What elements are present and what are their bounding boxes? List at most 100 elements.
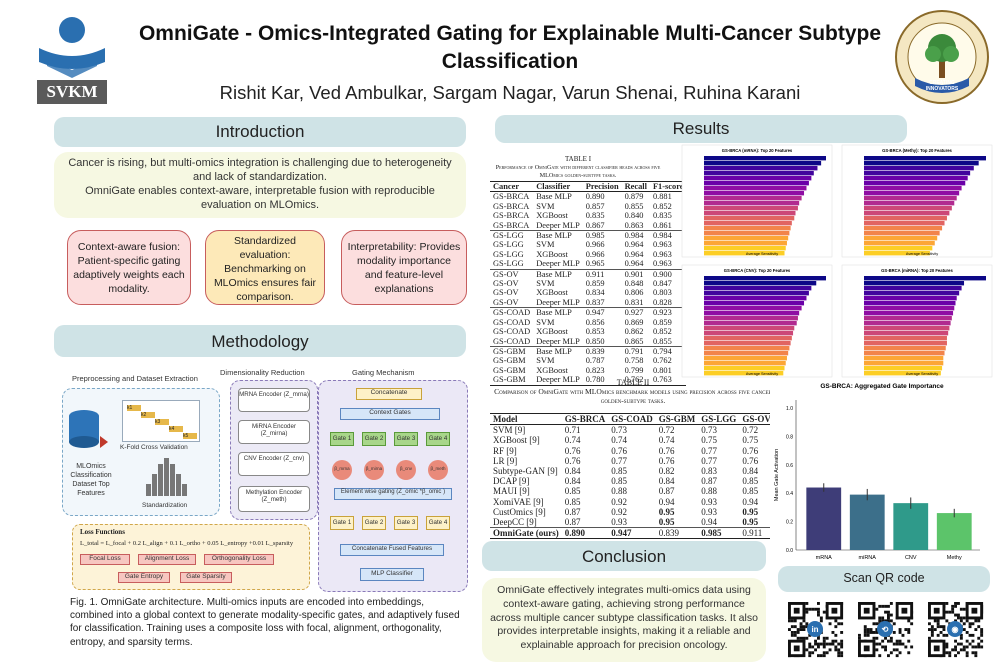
feature-plot-title: GS-BRCA (mRNA): Top 20 Features (722, 148, 793, 153)
col-title-preprocessing: Preprocessing and Dataset Extraction (72, 374, 198, 383)
table1-cell: 0.762 (621, 375, 650, 386)
table2-row: RF [9] 0.76 0.76 0.76 0.77 0.76 (490, 446, 774, 456)
feature-bar (864, 331, 949, 336)
table1-cell: 0.965 (585, 259, 605, 269)
feature-bar (704, 371, 784, 376)
mrna-encoder: MRNA Encoder (Z_mrna) (238, 388, 310, 412)
results-heading: Results (495, 115, 907, 143)
fused-gate-2: Gate 2 (362, 516, 386, 530)
x-tick-label: CNV (905, 555, 917, 561)
poster-title: OmniGate - Omics-Integrated Gating for E… (138, 22, 882, 73)
x-tick-label: miRNA (859, 555, 877, 561)
gate-1: Gate 1 (330, 432, 354, 446)
table2-cell: 0.93 (611, 517, 628, 528)
table2-row: DCAP [9] 0.84 0.85 0.84 0.87 0.85 (490, 476, 774, 486)
concat-fused-block: Concatenate Fused Features (340, 544, 444, 556)
feature-bar (864, 161, 979, 166)
feature-bar (864, 186, 962, 191)
table2-cell: 0.76 (742, 455, 759, 466)
qr-code[interactable]: ◉ (926, 600, 984, 658)
beta-mrna: β_mrna (332, 460, 352, 480)
table2-cell: 0.76 (658, 455, 675, 466)
table1-row: GS-LGG Deeper MLP 0.965 0.964 0.963 (490, 259, 686, 269)
table1-row: GS-LGG SVM 0.966 0.964 0.963 (490, 240, 686, 249)
feature-plot-title: GS-BRCA (miRNA): Top 20 Features (881, 268, 953, 273)
y-tick-label: 0.0 (786, 548, 793, 554)
table1-cell: 0.966 (585, 249, 605, 259)
table1-cell: 0.828 (652, 297, 672, 307)
feature-bar (704, 156, 826, 161)
feature-bar (864, 281, 965, 286)
mlp-classifier-block: MLP Classifier (360, 568, 424, 581)
loss-tag-focal: Focal Loss (80, 554, 130, 565)
table1-row: GS-COAD XGBoost 0.853 0.862 0.852 (490, 327, 686, 336)
feature-bar (864, 326, 950, 331)
table1-cell: 0.791 (621, 345, 650, 357)
feature-bar (864, 196, 957, 201)
x-tick-label: Methy (947, 555, 962, 561)
table2-cell: MAUI [9] (493, 486, 530, 497)
github-icon-glyph: ◉ (952, 625, 959, 634)
table2-cell: 0.72 (742, 425, 759, 436)
table1-cell: 0.837 (585, 297, 605, 307)
table1-header-cell: F1-score (652, 182, 684, 191)
table1-cell: 0.865 (624, 336, 644, 346)
table1-cell: 0.861 (652, 220, 672, 230)
table1-row: GS-OV SVM 0.859 0.848 0.847 (490, 279, 686, 288)
feature-bar (864, 316, 952, 321)
feature-bar (864, 216, 947, 221)
architecture-diagram: Preprocessing and Dataset Extraction Dim… (60, 364, 470, 592)
y-tick-label: 1.0 (786, 406, 793, 412)
table1-cell: GS-BRCA (493, 201, 530, 211)
table2-cell: 0.75 (742, 435, 759, 446)
beta-cnv: β_cnv (396, 460, 416, 480)
table1-cell: 0.823 (585, 365, 605, 375)
table1-cell: GS-COAD (493, 336, 531, 346)
gate-2: Gate 2 (362, 432, 386, 446)
feature-bar (704, 236, 789, 241)
svkm-logo: SVKM (33, 8, 111, 106)
feature-bar (704, 206, 798, 211)
table1-cell: 0.847 (652, 279, 672, 289)
table1-cell: GS-OV (490, 268, 534, 280)
col-title-gating: Gating Mechanism (352, 368, 415, 377)
table1-cell: 0.787 (585, 356, 605, 366)
qr-code[interactable]: in (786, 600, 844, 658)
table2-cell: 0.93 (701, 496, 718, 507)
feature-bar (704, 231, 790, 236)
loss-tag-sparsity: Gate Sparsity (180, 572, 232, 583)
table2-cell: 0.72 (658, 425, 675, 436)
table1-cell: 0.947 (582, 307, 622, 318)
table2-row: LR [9] 0.76 0.77 0.76 0.77 0.76 (490, 456, 774, 466)
qr-code[interactable]: ⟲ (856, 600, 914, 658)
table2-cell: 0.83 (701, 466, 718, 477)
table1-cell: 0.862 (624, 327, 644, 337)
table1-cell: 0.869 (624, 317, 644, 327)
table1-cell: GS-BRCA (493, 211, 530, 221)
table1-row: GS-GBM Deeper MLP 0.780 0.762 0.763 (490, 375, 687, 386)
table1-row: GS-GBM XGBoost 0.823 0.799 0.801 (490, 366, 686, 375)
table2-cell: 0.76 (611, 445, 628, 456)
feature-bar (864, 201, 955, 206)
table1-row: GS-LGG Base MLP 0.985 0.984 0.984 (490, 230, 687, 241)
table1-cell: GS-COAD (493, 327, 531, 337)
table2-cell: SVM [9] (493, 425, 526, 436)
table1-cell: 0.857 (585, 201, 605, 211)
gate-importance-chart: GS-BRCA: Aggregated Gate Importance 0.0 0.… (770, 380, 990, 566)
y-tick-label: 0.8 (786, 434, 793, 440)
introduction-text: Cancer is rising, but multi-omics integr… (54, 152, 466, 218)
table1-cell: 0.963 (652, 240, 672, 250)
feature-bar (864, 211, 950, 216)
fused-gate-4: Gate 4 (426, 516, 450, 530)
table1-row: GS-OV XGBoost 0.834 0.806 0.803 (490, 288, 686, 297)
table2-cell: 0.947 (608, 527, 656, 540)
feature-bar (704, 196, 802, 201)
table1-cell: 0.984 (649, 230, 687, 241)
feature-bar (704, 341, 791, 346)
table2-header-cell: Model (493, 414, 518, 424)
feature-plot: GS-BRCA (mRNA): Top 20 Features Average S… (681, 144, 833, 258)
table1-cell: SVM (536, 240, 555, 250)
table1-cell: XGBoost (536, 327, 568, 337)
table1-cell: 0.964 (624, 259, 644, 269)
table1-cell: 0.863 (624, 220, 644, 230)
